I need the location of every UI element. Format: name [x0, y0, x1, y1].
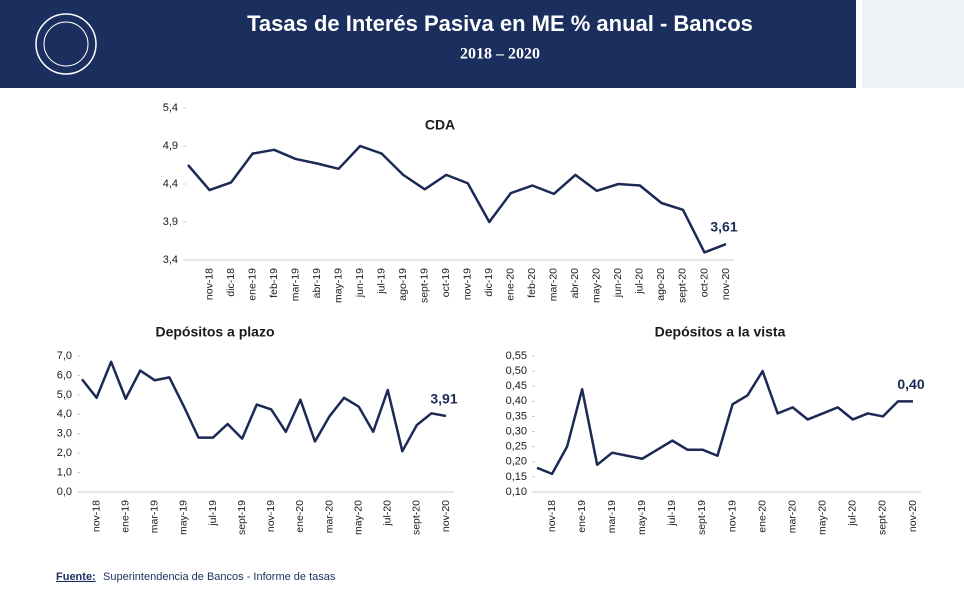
x-tick-label: nov-18: [546, 500, 558, 532]
y-tick-label: 0,50: [506, 365, 527, 377]
x-tick-label: mar-20: [548, 268, 560, 301]
x-tick-label: nov-19: [726, 500, 738, 532]
x-tick-label: ago-19: [397, 268, 409, 301]
x-tick-label: may-20: [591, 268, 603, 303]
y-tick-label: 0,40: [506, 395, 527, 407]
header-bar: [0, 0, 856, 88]
x-tick-label: may-19: [178, 500, 190, 535]
x-tick-label: nov-19: [462, 268, 474, 300]
y-tick-label: 5,0: [57, 389, 72, 401]
x-tick-label: jul-20: [634, 268, 646, 295]
value-label: 3,61: [710, 219, 737, 235]
logo-inner: [43, 21, 89, 67]
value-label: 3,91: [430, 391, 457, 407]
x-tick-label: sept-20: [877, 500, 889, 535]
x-tick-label: mar-20: [786, 500, 798, 533]
x-tick-label: sept-19: [696, 500, 708, 535]
source-text: Superintendencia de Bancos - Informe de …: [103, 571, 336, 583]
y-tick-label: 0,55: [506, 350, 527, 362]
x-tick-label: abr-19: [311, 268, 323, 299]
x-tick-label: nov-20: [720, 268, 732, 300]
x-tick-label: jul-19: [375, 268, 387, 295]
y-tick-label: 0,15: [506, 471, 527, 483]
y-tick-label: 7,0: [57, 350, 72, 362]
x-tick-label: nov-18: [203, 268, 215, 300]
y-tick-label: 0,25: [506, 441, 527, 453]
x-tick-label: nov-20: [907, 500, 919, 532]
x-tick-label: may-19: [332, 268, 344, 303]
line-series: [536, 369, 913, 476]
y-tick-label: 3,0: [57, 428, 72, 440]
logo: [35, 13, 97, 75]
y-tick-label: 3,9: [163, 216, 178, 228]
x-tick-label: ene-20: [756, 500, 768, 533]
x-tick-label: may-20: [352, 500, 364, 535]
y-tick-label: 0,30: [506, 425, 527, 437]
x-tick-label: mar-19: [606, 500, 618, 533]
x-tick-label: jun-19: [354, 268, 366, 298]
chart-title: Depósitos a la vista: [655, 324, 786, 340]
line-series: [81, 360, 447, 453]
x-tick-label: jul-20: [847, 500, 859, 527]
x-tick-label: may-20: [817, 500, 829, 535]
x-tick-label: mar-19: [149, 500, 161, 533]
x-tick-label: feb-20: [526, 268, 538, 298]
x-tick-label: sept-19: [236, 500, 248, 535]
x-tick-label: sept-19: [419, 268, 431, 303]
slide-subtitle: 2018 – 2020: [460, 46, 540, 63]
x-tick-label: jul-19: [666, 500, 678, 527]
x-tick-label: ene-19: [119, 500, 131, 533]
y-tick-label: 1,0: [57, 466, 72, 478]
x-tick-label: ene-19: [246, 268, 258, 301]
y-tick-label: 0,20: [506, 456, 527, 468]
y-tick-label: 4,0: [57, 408, 72, 420]
x-tick-label: dic-19: [483, 268, 495, 297]
x-tick-label: ene-20: [505, 268, 517, 301]
y-tick-label: 6,0: [57, 369, 72, 381]
value-label: 0,40: [897, 376, 924, 392]
x-tick-label: ene-20: [294, 500, 306, 533]
x-tick-label: nov-19: [265, 500, 277, 532]
side-panel: [862, 0, 964, 88]
x-tick-label: ene-19: [576, 500, 588, 533]
x-tick-label: jul-20: [382, 500, 394, 527]
x-tick-label: sept-20: [677, 268, 689, 303]
x-tick-label: may-19: [636, 500, 648, 535]
y-tick-label: 4,4: [163, 178, 178, 190]
y-tick-label: 4,9: [163, 140, 178, 152]
y-tick-label: 0,45: [506, 380, 527, 392]
x-tick-label: abr-20: [569, 268, 581, 299]
source-label: Fuente:: [56, 571, 96, 583]
y-tick-label: 0,35: [506, 410, 527, 422]
chart-title: CDA: [425, 117, 455, 133]
slide-title: Tasas de Interés Pasiva en ME % anual - …: [247, 11, 753, 36]
x-tick-label: mar-20: [323, 500, 335, 533]
y-tick-label: 3,4: [163, 254, 178, 266]
x-tick-label: jul-19: [207, 500, 219, 527]
line-series: [187, 144, 727, 254]
x-tick-label: oct-19: [440, 268, 452, 297]
chart-title: Depósitos a plazo: [155, 324, 274, 340]
x-tick-label: sept-20: [411, 500, 423, 535]
y-tick-label: 0,10: [506, 486, 527, 498]
x-tick-label: jun-20: [612, 268, 624, 298]
x-tick-label: nov-20: [440, 500, 452, 532]
x-tick-label: oct-20: [698, 268, 710, 297]
x-tick-label: dic-18: [225, 268, 237, 297]
x-tick-label: mar-19: [289, 268, 301, 301]
y-tick-label: 2,0: [57, 447, 72, 459]
y-tick-label: 5,4: [163, 102, 178, 114]
x-tick-label: nov-18: [90, 500, 102, 532]
x-tick-label: feb-19: [268, 268, 280, 298]
x-tick-label: ago-20: [655, 268, 667, 301]
y-tick-label: 0,0: [57, 486, 72, 498]
